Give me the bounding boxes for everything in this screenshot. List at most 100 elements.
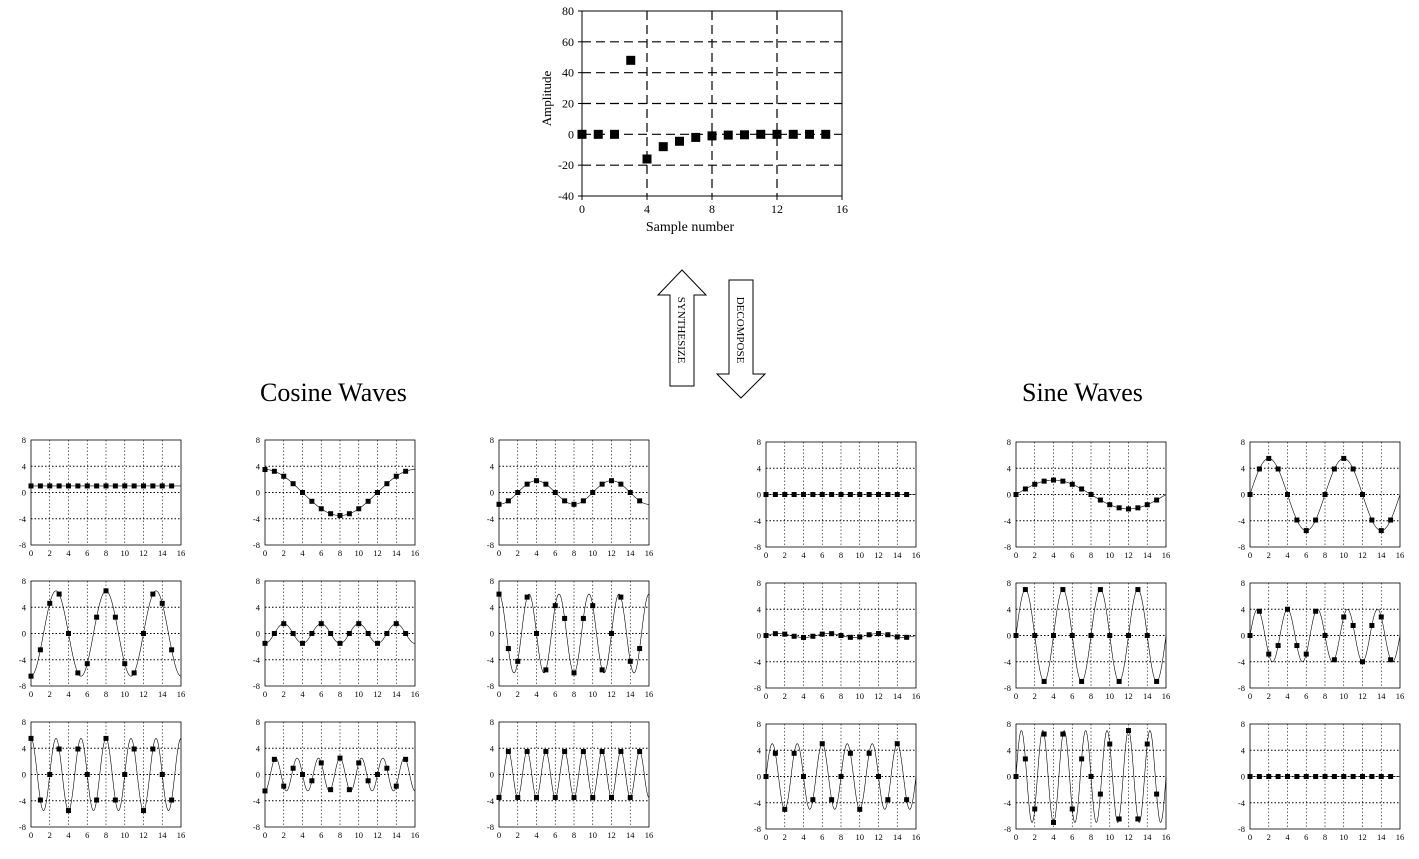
panel-xtick-label: 16 xyxy=(177,830,186,840)
panel-ytick-label: 0 xyxy=(22,770,26,780)
panel-sample-point xyxy=(75,746,81,752)
panel-sample-point xyxy=(47,772,53,777)
panel-xtick-label: 10 xyxy=(121,689,130,699)
panel-ytick-label: 4 xyxy=(22,602,27,612)
panel-ytick-label: 8 xyxy=(256,435,260,445)
panel-xtick-label: 0 xyxy=(497,689,501,699)
panel-sample-point xyxy=(346,787,352,793)
panel-xtick-label: 16 xyxy=(912,832,921,842)
panel-xtick-label: 2 xyxy=(516,689,520,699)
panel-xtick-label: 8 xyxy=(1323,550,1327,560)
panel-ytick-label: 8 xyxy=(757,719,761,729)
panel-xtick-label: 16 xyxy=(912,691,921,701)
panel-sample-point xyxy=(524,749,530,755)
panel-sample-point xyxy=(1303,528,1309,534)
panel-sample-point xyxy=(169,483,175,489)
sine-wave-panel-k6: 840-4-80 2 4 6 8 10 12 14 16 xyxy=(754,719,920,842)
panel-xtick-label: 4 xyxy=(1051,550,1056,560)
panel-xtick-label: 12 xyxy=(1358,832,1367,842)
panel-xtick-label: 8 xyxy=(572,830,576,840)
panel-sample-point xyxy=(47,483,53,489)
panel-frame xyxy=(264,439,416,546)
panel-xtick-label: 6 xyxy=(319,548,323,558)
panel-sample-point xyxy=(857,634,863,640)
panel-sample-point xyxy=(1350,622,1356,628)
panel-sample-point xyxy=(772,750,778,756)
panel-ytick-label: 8 xyxy=(1241,719,1245,729)
panel-xtick-label: 2 xyxy=(1267,691,1271,701)
panel-xtick-label: 2 xyxy=(516,548,520,558)
panel-sample-point xyxy=(1051,819,1056,825)
panel-xtick-label: 2 xyxy=(48,830,52,840)
top-ytick-label: 40 xyxy=(562,66,574,80)
panel-ytick-label: 4 xyxy=(757,604,762,614)
panel-sample-point xyxy=(1256,466,1262,472)
panel-sample-point xyxy=(262,640,268,646)
panel-sample-point xyxy=(838,633,844,638)
panel-sample-point xyxy=(384,481,390,487)
panel-sample-point xyxy=(618,481,624,487)
panel-sample-point xyxy=(393,621,399,627)
panel-frame xyxy=(30,721,182,828)
panel-ytick-label: 0 xyxy=(256,629,260,639)
panel-sample-point xyxy=(1294,643,1300,649)
top-xtick-label: 8 xyxy=(709,202,715,216)
panel-sample-point xyxy=(262,467,268,473)
panel-sample-point xyxy=(94,797,100,803)
panel-sample-point xyxy=(1247,774,1253,779)
panel-sample-point xyxy=(141,808,146,814)
panel-sample-point xyxy=(885,632,891,638)
panel-ytick-label: 8 xyxy=(256,717,260,727)
panel-sample-point xyxy=(1097,791,1103,797)
panel-sample-point xyxy=(1331,774,1337,779)
panel-sample-point xyxy=(876,774,881,779)
panel-sample-point xyxy=(56,591,62,597)
panel-xtick-label: 6 xyxy=(1070,832,1074,842)
panel-ytick-label: -4 xyxy=(1004,516,1012,526)
panel-sample-point xyxy=(1247,633,1253,638)
panel-xtick-label: 6 xyxy=(553,548,557,558)
panel-xtick-label: 14 xyxy=(1377,691,1386,701)
panel-sample-point xyxy=(271,631,277,636)
panel-xtick-label: 2 xyxy=(1033,832,1037,842)
panel-xtick-label: 8 xyxy=(572,548,576,558)
panel-sample-point xyxy=(1022,756,1028,762)
panel-xtick-label: 0 xyxy=(764,832,768,842)
panel-ytick-label: 0 xyxy=(1007,772,1011,782)
panel-xtick-label: 6 xyxy=(1304,832,1308,842)
panel-xtick-label: 10 xyxy=(589,689,598,699)
panel-xtick-label: 8 xyxy=(1089,550,1093,560)
panel-frame xyxy=(30,580,182,687)
panel-xtick-label: 10 xyxy=(856,691,865,701)
panel-sample-point xyxy=(1107,633,1113,638)
panel-sample-point xyxy=(876,631,881,637)
panel-sample-point xyxy=(84,483,90,489)
arrows: SYNTHESIZE DECOMPOSE xyxy=(656,269,767,399)
panel-sample-point xyxy=(393,473,399,479)
panel-sample-point xyxy=(56,746,62,752)
panel-xtick-label: 0 xyxy=(263,689,267,699)
panel-sample-point xyxy=(1378,774,1384,779)
panel-ytick-label: 0 xyxy=(22,629,26,639)
panel-sample-point xyxy=(1126,506,1131,512)
panel-xtick-label: 12 xyxy=(607,689,616,699)
panel-xtick-label: 14 xyxy=(392,689,401,699)
synthesize-label: SYNTHESIZE xyxy=(675,297,687,364)
panel-sample-point xyxy=(56,483,62,489)
panel-sample-point xyxy=(618,594,624,600)
panel-sample-point xyxy=(627,794,633,800)
panel-sample-point xyxy=(857,806,863,812)
panel-ytick-label: 4 xyxy=(757,463,762,473)
panel-sample-point xyxy=(838,492,844,497)
panel-sample-point xyxy=(346,631,352,636)
panel-ytick-label: -8 xyxy=(754,824,761,834)
panel-sample-point xyxy=(866,492,872,497)
panel-sample-point xyxy=(829,797,835,803)
panel-xtick-label: 6 xyxy=(553,689,557,699)
top-data-point xyxy=(675,136,684,146)
panel-sample-point xyxy=(1378,614,1384,620)
panel-sample-point xyxy=(1266,774,1272,779)
panel-xtick-label: 12 xyxy=(607,548,616,558)
panel-sample-point xyxy=(403,756,409,762)
panel-ytick-label: 4 xyxy=(490,461,495,471)
